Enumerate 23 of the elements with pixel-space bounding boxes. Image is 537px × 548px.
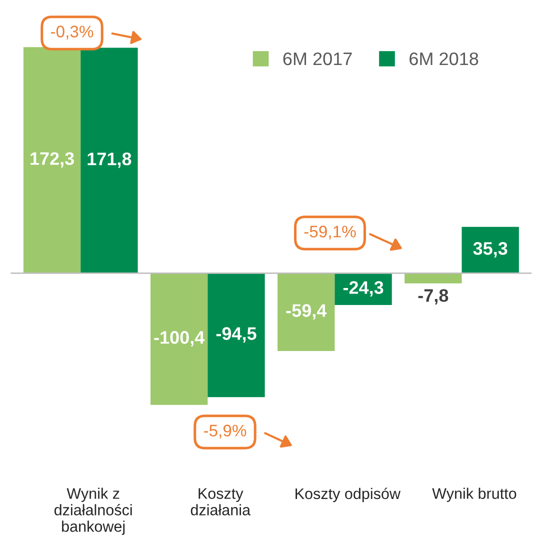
bar (150, 273, 208, 405)
data-label: 172,3 (30, 152, 74, 168)
text: -5,9% (204, 424, 246, 438)
bar (208, 273, 265, 398)
bar (278, 273, 335, 352)
x-tick-label: Wynik brutto (432, 488, 516, 502)
bar (404, 273, 462, 284)
x-tick-label: Wynik z działalności bankowej (54, 488, 132, 535)
annotation: -59,1% (304, 226, 356, 240)
data-label: 35,3 (473, 242, 508, 258)
bar (462, 226, 519, 274)
bar (80, 48, 138, 274)
x-tick-label: Koszty odpisów (296, 488, 401, 502)
x-tick-label: Koszty działania (190, 488, 251, 516)
data-label: -94,5 (216, 327, 256, 343)
data-label: 171,8 (88, 152, 132, 168)
data-label: -7,8 (418, 289, 448, 304)
data-label: -24,3 (343, 281, 384, 297)
data-label: -59,4 (286, 304, 327, 320)
data-label: -100,4 (154, 331, 205, 346)
text: -0,3% (50, 26, 94, 40)
legend-label: 6M 2018 (410, 52, 478, 66)
legend-label: 6M 2017 (283, 52, 352, 66)
